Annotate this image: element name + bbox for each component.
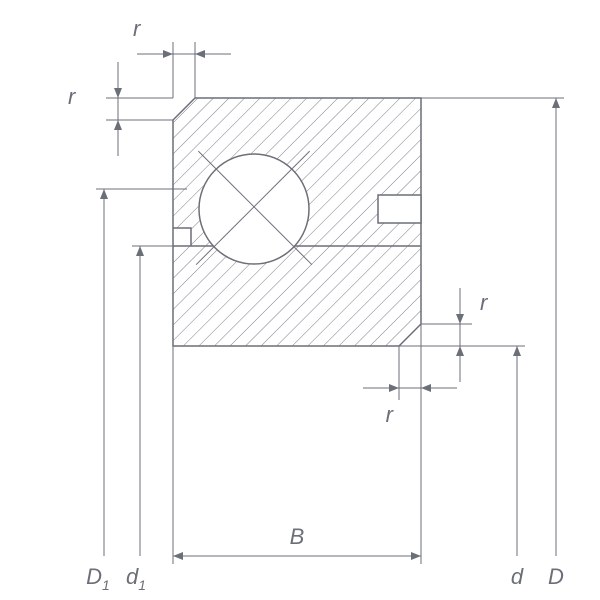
label-r-bot-v: r [480, 290, 489, 315]
label-r-top-h: r [133, 16, 142, 41]
label-D: D [548, 564, 564, 589]
label-r-bot-h: r [386, 402, 395, 427]
label-d1: d1 [126, 564, 146, 593]
bearing-cross-section-diagram: r r r r BdDd1 D1 [0, 0, 600, 600]
label-D1: D1 [86, 564, 110, 593]
label-r-top-v: r [68, 84, 77, 109]
label-B: B [290, 524, 305, 549]
label-d: d [511, 564, 524, 589]
